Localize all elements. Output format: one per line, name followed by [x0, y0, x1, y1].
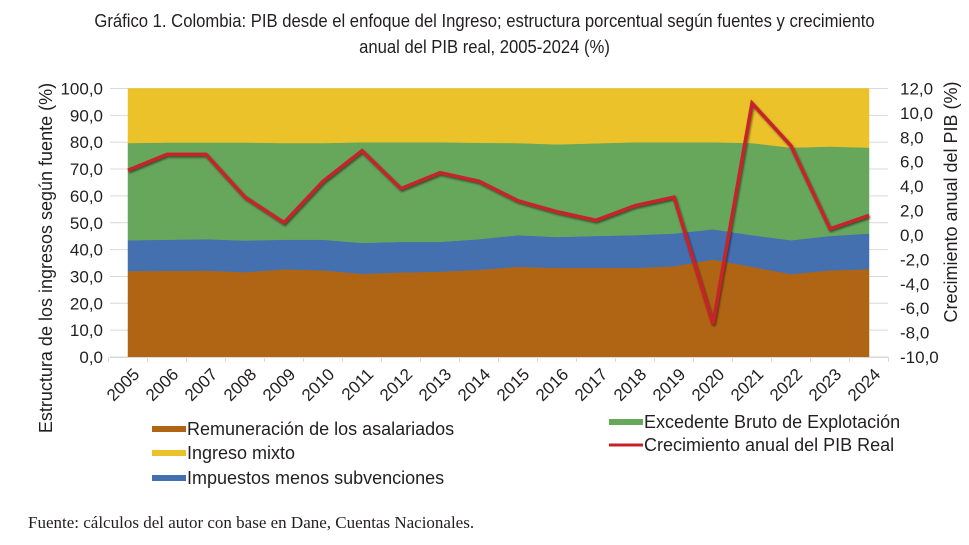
legend-swatch: [609, 419, 643, 425]
growth-line: [127, 99, 870, 325]
legend-label: Remuneración de los asalariados: [187, 419, 454, 439]
y2-tick-label: -8,0: [900, 324, 929, 343]
y2-tick-label: 2,0: [900, 202, 924, 221]
x-tick-label: 2023: [805, 365, 845, 405]
x-tick-label: 2011: [338, 365, 377, 404]
x-tick-label: 2021: [727, 365, 767, 405]
y2-tick-label: 8,0: [900, 128, 924, 147]
growth-line-layer: [127, 99, 870, 325]
x-tick-label: 2018: [610, 365, 650, 405]
y-tick-label: 30,0: [70, 267, 103, 286]
chart-title: Gráfico 1. Colombia: PIB desde el enfoqu…: [48, 8, 920, 60]
x-tick-label: 2016: [532, 365, 572, 405]
x-tick-label: 2008: [220, 365, 260, 405]
legend-item: Ingreso mixto: [152, 443, 295, 463]
y-tick-label: 40,0: [70, 241, 103, 260]
chart-title-line-2: anual del PIB real, 2005-2024 (%): [359, 36, 610, 57]
y-tick-label: 60,0: [70, 187, 103, 206]
y2-tick-label: -10,0: [900, 348, 939, 367]
x-tick-label: 2020: [688, 365, 728, 405]
y2-tick-label: 6,0: [900, 153, 924, 172]
area-ingreso-mixto: [127, 88, 870, 148]
x-tick-label: 2010: [298, 365, 338, 405]
y-axis-left-ticks: 0,0 10,0 20,0 30,0 40,0 50,0 60,0 70,0 80,0 90,0 1…: [60, 80, 103, 368]
x-tick-label: 2017: [571, 365, 611, 405]
x-tick-label: 2014: [454, 365, 494, 405]
y2-tick-label: -6,0: [900, 299, 929, 318]
legend-swatch: [152, 475, 186, 481]
stacked-areas: [127, 88, 870, 358]
legend-label: Crecimiento anual del PIB Real: [644, 435, 894, 455]
y-tick-label: 70,0: [70, 160, 103, 179]
legend-item: Crecimiento anual del PIB Real: [609, 435, 894, 455]
legend-item: Impuestos menos subvenciones: [152, 468, 444, 488]
legend-label: Ingreso mixto: [187, 443, 295, 463]
legend-item: Excedente Bruto de Explotación: [609, 412, 900, 432]
y-tick-label: 80,0: [70, 133, 103, 152]
y2-tick-label: 12,0: [900, 80, 933, 99]
x-tick-label: 2007: [181, 365, 221, 405]
x-tick-label: 2005: [103, 365, 143, 405]
y-tick-label: 90,0: [70, 106, 103, 125]
y2-tick-label: 10,0: [900, 104, 933, 123]
x-tick-label: 2019: [649, 365, 689, 405]
legend-swatch: [152, 426, 186, 432]
y2-tick-label: -2,0: [900, 250, 929, 269]
x-tick-label: 2024: [844, 365, 884, 405]
legend-swatch: [152, 450, 186, 456]
x-tick-label: 2022: [766, 365, 806, 405]
x-tick-label: 2015: [493, 365, 533, 405]
y-axis-right-title: Crecimiento anual del PIB (%): [941, 81, 961, 322]
y-tick-label: 10,0: [70, 321, 103, 340]
y-axis-right-ticks: -10,0 -8,0 -6,0 -4,0 -2,0 0,0 2,0 4,0 6,0 8,0 10,0…: [900, 80, 939, 368]
y2-tick-label: 0,0: [900, 226, 924, 245]
x-tick-label: 2009: [259, 365, 299, 405]
legend-label: Impuestos menos subvenciones: [187, 468, 444, 488]
x-tick-label: 2013: [415, 365, 455, 405]
y-tick-label: 20,0: [70, 294, 103, 313]
source-note: Fuente: cálculos del autor con base en D…: [28, 513, 475, 532]
legend-label: Excedente Bruto de Explotación: [644, 412, 900, 432]
y-tick-label: 100,0: [60, 80, 103, 99]
y-tick-label: 0,0: [79, 348, 103, 367]
x-tick-label: 2012: [376, 365, 416, 405]
chart-title-line-1: Gráfico 1. Colombia: PIB desde el enfoqu…: [94, 10, 875, 31]
x-tick-label: 2006: [142, 365, 182, 405]
legend: Remuneración de los asalariados Ingreso m…: [152, 412, 900, 488]
y-axis-left-title: Estructura de los ingresos según fuente …: [36, 83, 56, 433]
y2-tick-label: -4,0: [900, 275, 929, 294]
legend-item: Remuneración de los asalariados: [152, 419, 454, 439]
y2-tick-label: 4,0: [900, 177, 924, 196]
y-tick-label: 50,0: [70, 214, 103, 233]
area-remuneracion-de-los-asalariados: [127, 259, 870, 358]
